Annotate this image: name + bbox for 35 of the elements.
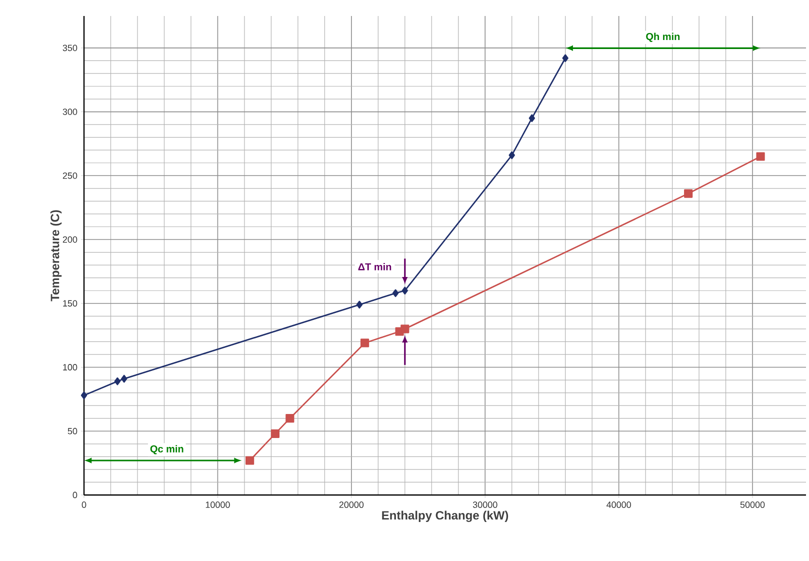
point xyxy=(402,286,408,295)
x-tick-label: 10000 xyxy=(206,502,230,508)
point xyxy=(392,289,399,298)
point xyxy=(121,374,128,383)
annotation: Qh min xyxy=(646,32,680,42)
x-tick-label: 20000 xyxy=(339,502,364,508)
x-tick-label: 40000 xyxy=(606,502,631,508)
y-tick-label: 200 xyxy=(62,236,78,243)
annotation: ΔT min xyxy=(358,262,392,270)
y-tick-label: 100 xyxy=(63,364,78,370)
y-tick-label: 250 xyxy=(62,172,78,179)
x-tick-label: 50000 xyxy=(740,502,765,508)
point xyxy=(114,377,121,386)
x-axis-title: Enthalpy Change (kW) xyxy=(382,510,508,522)
point xyxy=(562,54,568,62)
x-tick-label: 30000 xyxy=(472,502,498,508)
point xyxy=(80,391,88,400)
y-tick-label: 150 xyxy=(63,300,78,307)
point xyxy=(528,114,536,122)
y-tick-label: 300 xyxy=(62,108,78,115)
y-tick-label: 0 xyxy=(72,492,78,498)
x-tick-label: 0 xyxy=(82,502,86,508)
point xyxy=(508,151,515,160)
y-tick-label: 50 xyxy=(68,428,78,434)
point xyxy=(270,429,280,438)
point xyxy=(400,324,410,334)
point xyxy=(756,152,765,161)
y-tick-label: 350 xyxy=(62,44,78,52)
annotation: Qc min xyxy=(150,445,184,454)
point xyxy=(360,338,370,348)
point xyxy=(286,414,294,423)
point xyxy=(246,456,254,465)
point xyxy=(356,300,363,309)
y-axis-title: Temperature (C) xyxy=(50,210,62,302)
point xyxy=(684,189,693,198)
